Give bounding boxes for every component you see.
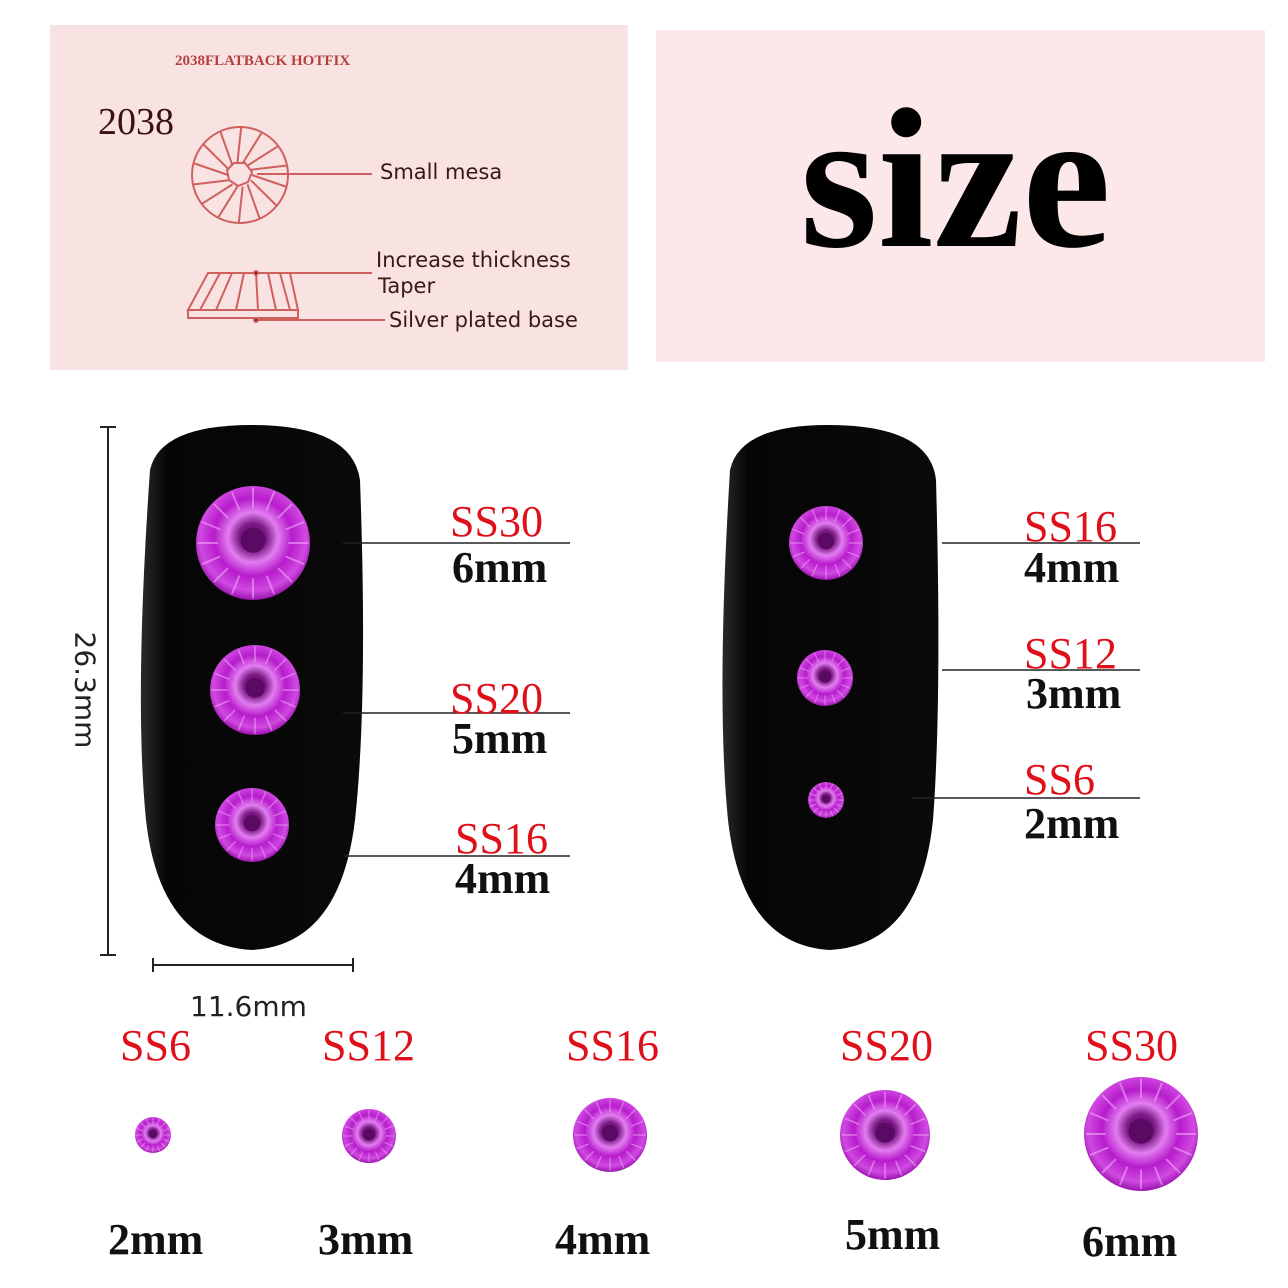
left-nail-size: 5mm bbox=[452, 714, 548, 763]
size-row-size: 3mm bbox=[318, 1215, 414, 1264]
rhinestone-gem bbox=[342, 1109, 396, 1163]
right-nail-size: 2mm bbox=[1024, 799, 1120, 848]
rhinestone-gem bbox=[573, 1098, 647, 1172]
left-nail-code: SS30 bbox=[450, 497, 543, 546]
size-row-code: SS20 bbox=[840, 1021, 933, 1070]
height-dimension: 26.3mm bbox=[68, 631, 102, 749]
rhinestone-gem bbox=[210, 645, 300, 735]
right-nail-size: 4mm bbox=[1024, 543, 1120, 592]
left-nail-code: SS20 bbox=[450, 674, 543, 723]
rhinestone-gem bbox=[840, 1090, 930, 1180]
left-nail-size: 6mm bbox=[452, 543, 548, 592]
rhinestone-gem bbox=[808, 782, 844, 818]
label-small-mesa: Small mesa bbox=[380, 160, 503, 184]
size-row-code: SS6 bbox=[120, 1021, 191, 1070]
left-nail-size: 4mm bbox=[455, 854, 551, 903]
size-row-size: 5mm bbox=[845, 1210, 941, 1259]
model-number: 2038 bbox=[98, 101, 174, 143]
label-increase-thickness: Increase thickness bbox=[376, 248, 571, 272]
leader-lines bbox=[343, 542, 1140, 857]
size-row-code: SS12 bbox=[322, 1021, 415, 1070]
right-nail-code: SS16 bbox=[1024, 502, 1117, 551]
rhinestone-gem bbox=[797, 650, 853, 706]
label-silver-plated-base: Silver plated base bbox=[389, 308, 578, 332]
rhinestone-top-diagram bbox=[191, 126, 372, 224]
rhinestone-gem bbox=[196, 486, 310, 600]
size-row-size: 2mm bbox=[108, 1215, 204, 1264]
size-row-code: SS30 bbox=[1085, 1021, 1178, 1070]
size-row-size: 4mm bbox=[555, 1215, 651, 1264]
diagram-header: 2038FLATBACK HOTFIX bbox=[175, 53, 351, 69]
label-taper: Taper bbox=[378, 274, 436, 298]
right-nail-code: SS6 bbox=[1024, 755, 1095, 804]
size-row-size: 6mm bbox=[1082, 1217, 1178, 1266]
rhinestone-gem bbox=[789, 506, 863, 580]
left-nail-code: SS16 bbox=[455, 814, 548, 863]
width-dimension: 11.6mm bbox=[190, 990, 307, 1023]
rhinestone-side-diagram bbox=[186, 270, 385, 323]
size-row-code: SS16 bbox=[566, 1021, 659, 1070]
right-nail-size: 3mm bbox=[1026, 669, 1122, 718]
rhinestone-gem bbox=[135, 1117, 171, 1153]
diagram-panel bbox=[50, 25, 628, 370]
rhinestone-gem bbox=[1084, 1077, 1198, 1191]
title-size: size bbox=[800, 69, 1111, 290]
right-nail-code: SS12 bbox=[1024, 629, 1117, 678]
dimension-lines bbox=[100, 426, 354, 972]
rhinestone-gem bbox=[215, 788, 289, 862]
title-panel bbox=[656, 30, 1265, 362]
